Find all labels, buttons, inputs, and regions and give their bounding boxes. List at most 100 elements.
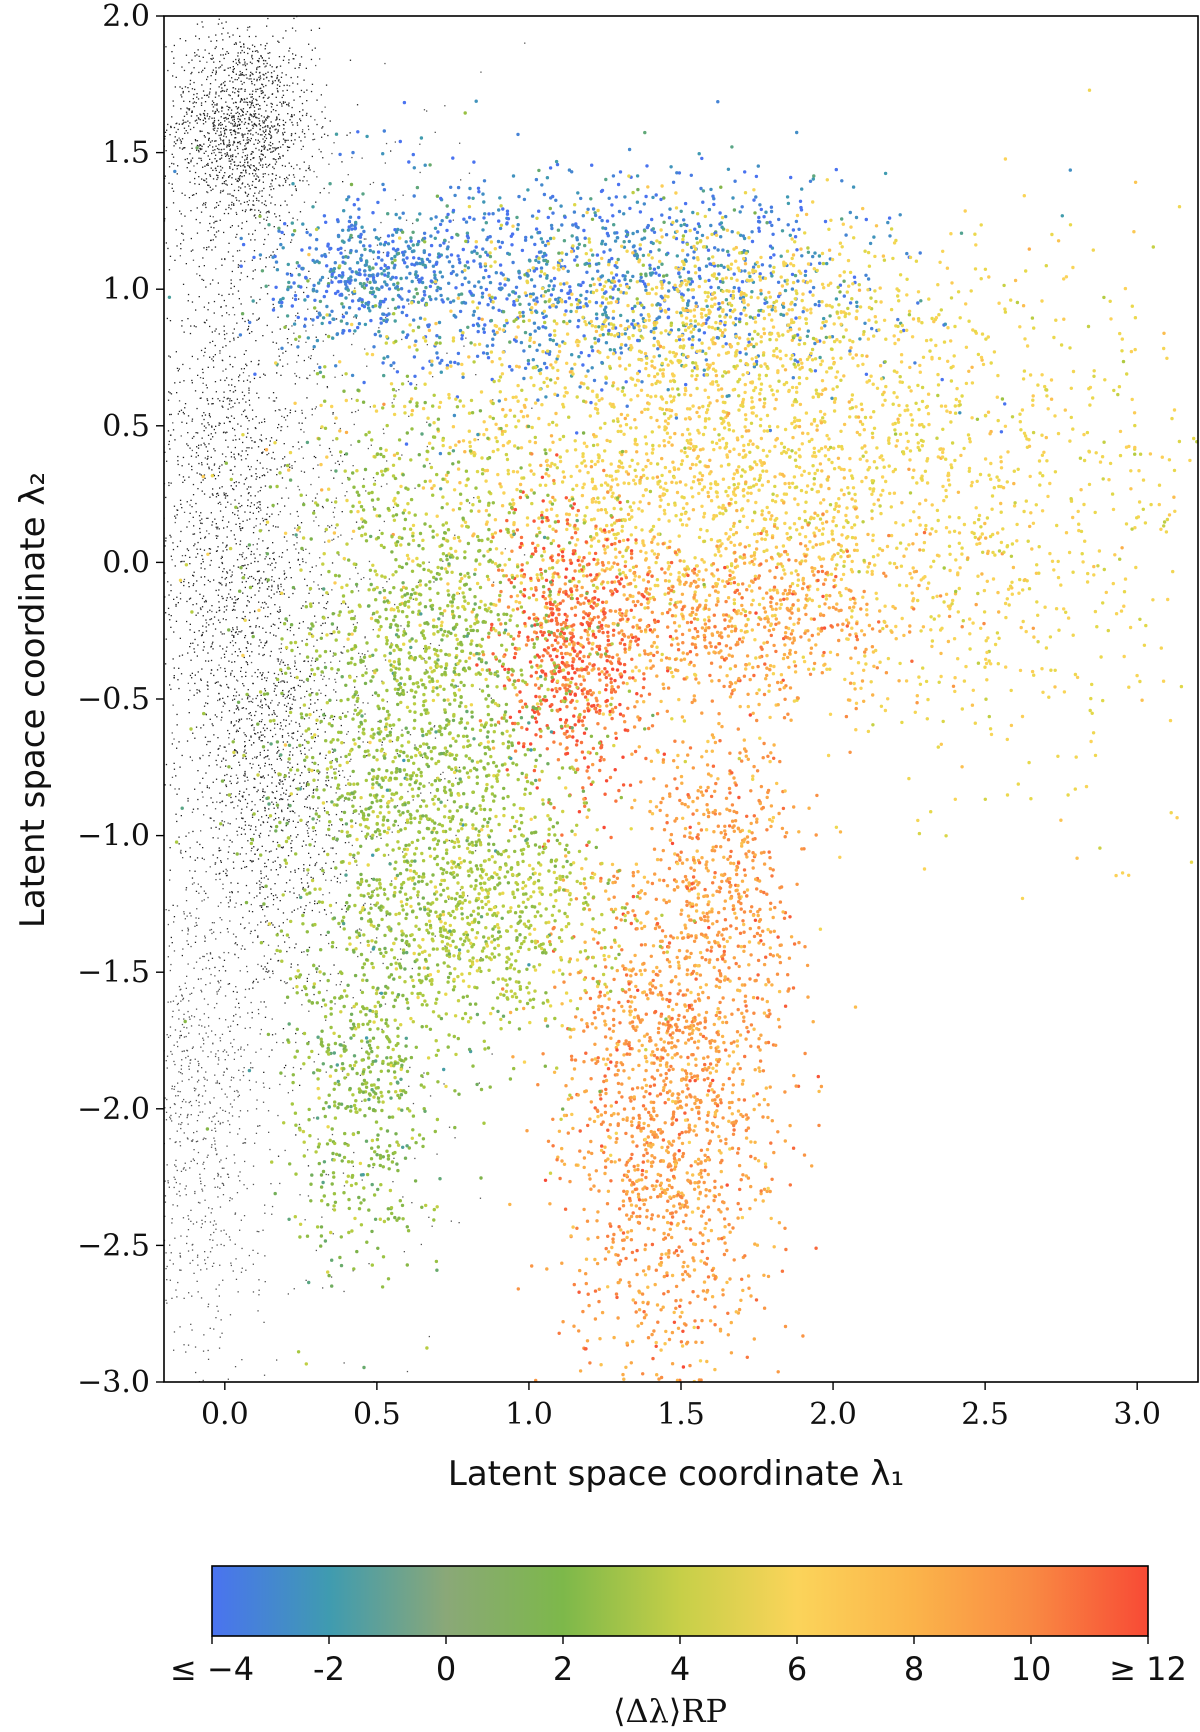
background-point xyxy=(267,547,269,549)
background-point xyxy=(249,1089,251,1091)
background-point xyxy=(168,182,170,184)
background-point xyxy=(240,667,242,669)
background-point xyxy=(187,1344,190,1346)
background-point xyxy=(274,410,277,412)
background-point xyxy=(252,313,254,315)
background-point xyxy=(307,660,309,663)
background-point xyxy=(278,41,280,43)
background-point xyxy=(208,137,210,139)
background-point xyxy=(294,869,296,871)
background-point xyxy=(443,1083,445,1085)
background-point xyxy=(176,122,178,124)
background-point xyxy=(221,33,223,35)
background-point xyxy=(352,333,355,335)
background-point xyxy=(358,928,361,930)
background-point xyxy=(246,201,248,203)
background-point xyxy=(276,841,279,844)
background-point xyxy=(174,1164,176,1166)
background-point xyxy=(215,526,217,528)
background-point xyxy=(314,841,316,843)
background-point xyxy=(336,840,338,842)
background-point xyxy=(284,505,286,507)
background-point xyxy=(237,1133,239,1135)
background-point xyxy=(202,56,204,58)
background-point xyxy=(223,701,225,703)
background-point xyxy=(213,1262,215,1264)
background-point xyxy=(256,849,258,851)
background-point xyxy=(251,208,253,211)
background-point xyxy=(257,1125,259,1127)
background-point xyxy=(298,723,300,725)
background-point xyxy=(247,183,249,185)
background-point xyxy=(250,486,252,488)
background-point xyxy=(295,943,297,945)
background-point xyxy=(248,118,250,121)
background-point xyxy=(164,572,166,574)
background-point xyxy=(306,100,308,102)
background-point xyxy=(219,1161,221,1163)
background-point xyxy=(165,496,167,499)
background-point xyxy=(237,510,239,512)
background-point xyxy=(252,982,254,984)
background-point xyxy=(270,151,272,153)
background-point xyxy=(259,476,261,479)
background-point xyxy=(250,724,253,727)
background-point xyxy=(244,63,246,65)
background-point xyxy=(243,74,245,77)
background-point xyxy=(176,392,178,394)
background-point xyxy=(274,5,275,6)
background-point xyxy=(228,114,231,117)
background-point xyxy=(324,117,326,119)
background-point xyxy=(230,12,231,13)
background-point xyxy=(244,833,246,835)
background-point xyxy=(268,116,270,118)
background-point xyxy=(235,178,237,180)
background-point xyxy=(251,58,254,60)
background-point xyxy=(292,810,294,813)
background-point xyxy=(316,709,318,712)
background-point xyxy=(249,74,252,76)
background-point xyxy=(372,506,374,508)
background-point xyxy=(204,1221,206,1223)
background-point xyxy=(154,1039,155,1040)
background-point xyxy=(125,503,126,504)
background-point xyxy=(246,1187,248,1190)
background-point xyxy=(247,465,249,468)
background-point xyxy=(245,350,247,352)
background-point xyxy=(172,422,174,424)
background-point xyxy=(338,830,340,832)
background-point xyxy=(254,214,256,216)
background-point xyxy=(155,526,156,527)
background-point xyxy=(272,251,274,253)
background-point xyxy=(286,204,288,206)
background-point xyxy=(202,955,204,958)
background-point xyxy=(220,1176,222,1178)
background-point xyxy=(264,126,266,128)
background-point xyxy=(266,581,269,583)
background-point xyxy=(208,1207,210,1209)
background-point xyxy=(232,155,234,158)
background-point xyxy=(223,959,226,961)
background-point xyxy=(262,335,264,337)
background-point xyxy=(276,591,278,593)
background-point xyxy=(251,102,254,104)
background-point xyxy=(215,145,217,147)
background-point xyxy=(201,668,203,670)
background-point xyxy=(278,125,281,127)
background-point xyxy=(196,93,198,95)
background-point xyxy=(230,721,232,723)
background-point xyxy=(422,1076,424,1078)
background-point xyxy=(251,80,253,83)
background-point xyxy=(248,739,251,741)
background-point xyxy=(240,46,242,48)
background-point xyxy=(189,447,191,449)
background-point xyxy=(243,574,246,576)
background-point xyxy=(299,211,302,213)
background-point xyxy=(176,367,179,369)
background-point xyxy=(160,671,161,672)
background-point xyxy=(238,481,240,484)
background-point xyxy=(264,690,267,692)
background-point xyxy=(240,74,242,76)
background-point xyxy=(280,204,282,207)
background-point xyxy=(173,1088,175,1090)
